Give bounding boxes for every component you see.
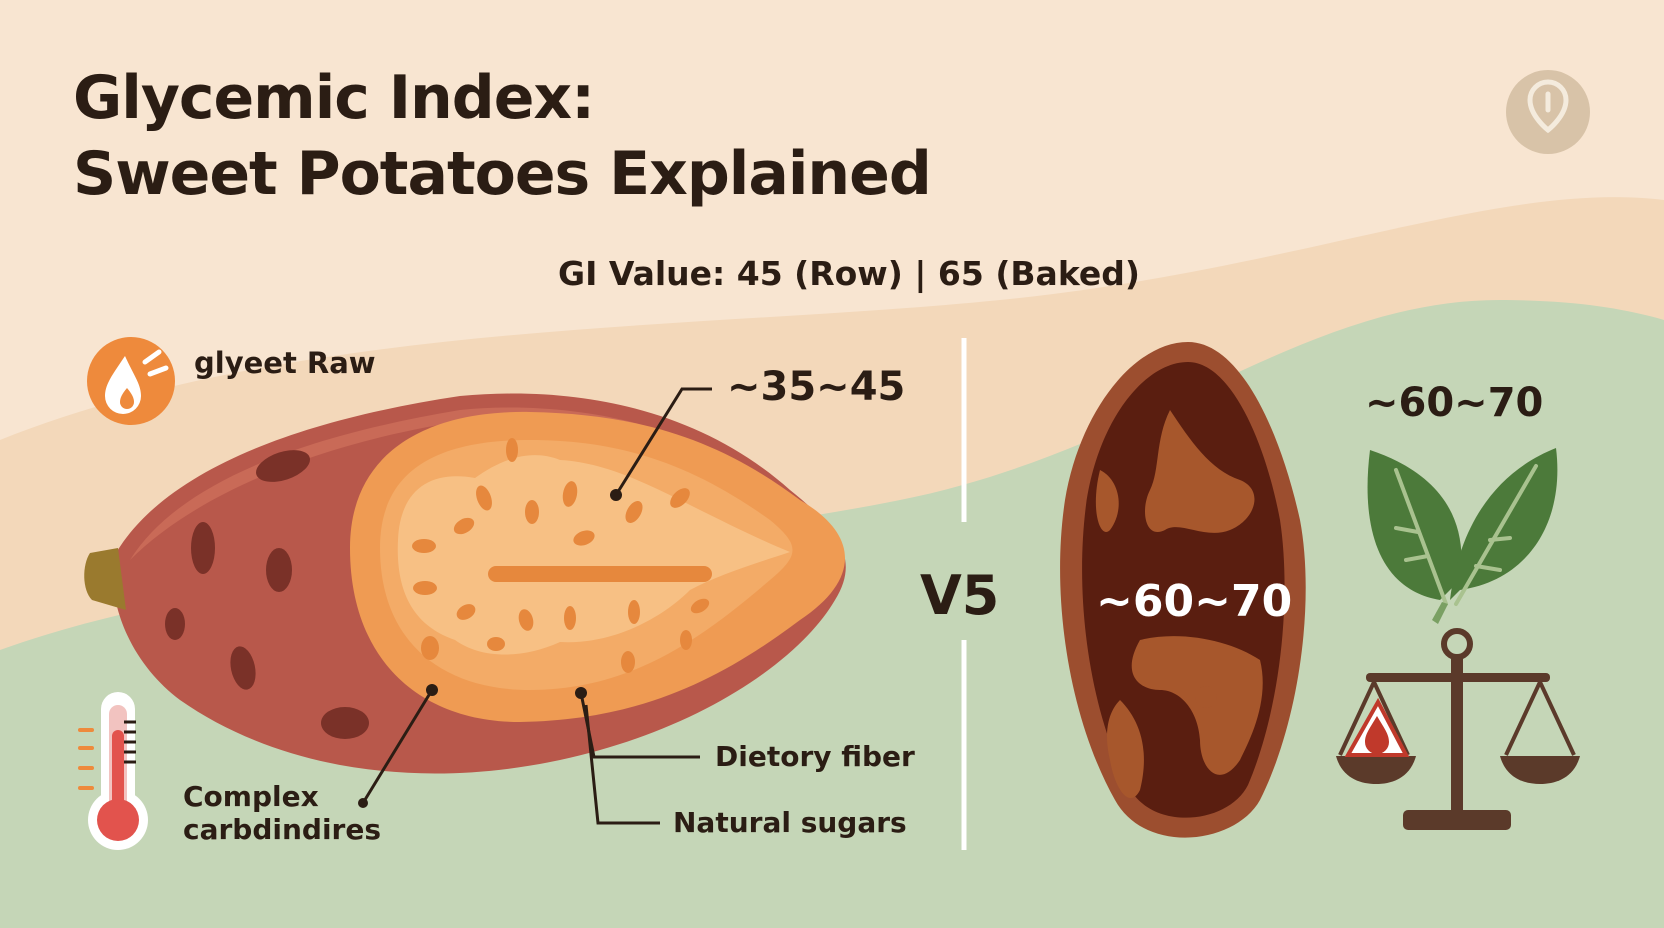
baked-gi-range-top: ~60~70 — [1365, 380, 1544, 426]
baked-flesh-patches — [1095, 410, 1263, 799]
thermometer-icon — [78, 692, 148, 850]
fiber-label: Dietory fiber — [715, 740, 915, 773]
potato-seeds — [412, 438, 710, 673]
shield-badge — [1506, 70, 1590, 154]
callout-line-gi — [614, 387, 712, 496]
page-title-line2: Sweet Potatoes Explained — [73, 139, 932, 209]
gi-value-subtitle: GI Value: 45 (Row) | 65 (Baked) — [558, 254, 1140, 293]
callout-lines — [358, 387, 712, 825]
vs-label: V5 — [920, 564, 1000, 627]
sugars-label: Natural sugars — [673, 806, 907, 839]
complex-carbs-label: Complex carbdindires — [183, 780, 381, 846]
leaf-icon — [1367, 448, 1558, 624]
baked-sweet-potato — [1060, 342, 1306, 838]
callout-line-sugars — [584, 704, 660, 825]
callout-line-carbs — [361, 689, 434, 804]
baked-gi-range-center: ~60~70 — [1096, 576, 1293, 627]
complex-carbs-line2: carbdindires — [183, 813, 382, 846]
raw-label: glyeet Raw — [194, 346, 376, 380]
potato-stem — [84, 548, 126, 610]
balance-scale-icon — [1336, 628, 1580, 830]
potato-center-line — [488, 566, 712, 582]
callout-line-fiber — [579, 692, 700, 759]
raw-sweet-potato — [84, 393, 846, 774]
blood-drop-icon — [1344, 697, 1410, 757]
raw-gi-range: ~35~45 — [727, 364, 906, 410]
complex-carbs-line1: Complex — [183, 780, 319, 813]
flame-drop-icon — [87, 337, 175, 425]
page-title-line1: Glycemic Index: — [73, 63, 595, 133]
potato-core — [397, 455, 790, 655]
